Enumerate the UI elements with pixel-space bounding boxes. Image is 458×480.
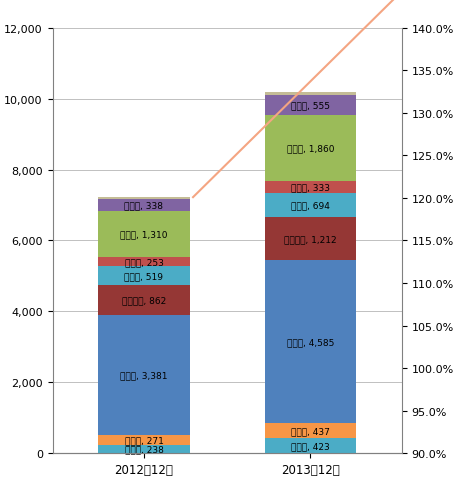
Bar — [265, 423, 356, 438]
Text: 兵庫県, 555: 兵庫県, 555 — [291, 101, 330, 110]
Bar — [98, 258, 190, 267]
Bar — [98, 200, 190, 212]
Bar — [98, 316, 190, 435]
Bar — [98, 285, 190, 316]
Text: 愛知県, 694: 愛知県, 694 — [291, 201, 330, 210]
Text: 東京都, 4,585: 東京都, 4,585 — [287, 337, 334, 346]
Text: 埼玉県, 423: 埼玉県, 423 — [291, 441, 330, 450]
Bar — [98, 435, 190, 445]
Text: 埼玉県, 238: 埼玉県, 238 — [125, 444, 164, 454]
Text: 大阪府, 1,860: 大阪府, 1,860 — [287, 144, 334, 153]
Bar — [265, 438, 356, 453]
Text: 兵庫県, 338: 兵庫県, 338 — [125, 201, 164, 210]
Bar — [265, 93, 356, 96]
Text: 大阪府, 1,310: 大阪府, 1,310 — [120, 230, 168, 239]
Bar — [265, 261, 356, 423]
Text: 東京都, 3,381: 東京都, 3,381 — [120, 371, 168, 380]
Bar — [265, 218, 356, 261]
Bar — [98, 445, 190, 453]
Text: 千葉県, 271: 千葉県, 271 — [125, 435, 164, 444]
Bar — [265, 193, 356, 218]
Text: 京都府, 253: 京都府, 253 — [125, 258, 164, 267]
Bar — [265, 96, 356, 116]
Bar — [98, 212, 190, 258]
Text: 千葉県, 437: 千葉県, 437 — [291, 426, 330, 435]
Text: 愛知県, 519: 愛知県, 519 — [125, 272, 164, 280]
Text: 神奈川県, 1,212: 神奈川県, 1,212 — [284, 235, 337, 244]
Text: 京都府, 333: 京都府, 333 — [291, 183, 330, 192]
Bar — [265, 116, 356, 181]
Bar — [265, 181, 356, 193]
Text: 神奈川県, 862: 神奈川県, 862 — [122, 296, 166, 305]
Bar — [98, 198, 190, 200]
Bar — [98, 267, 190, 285]
